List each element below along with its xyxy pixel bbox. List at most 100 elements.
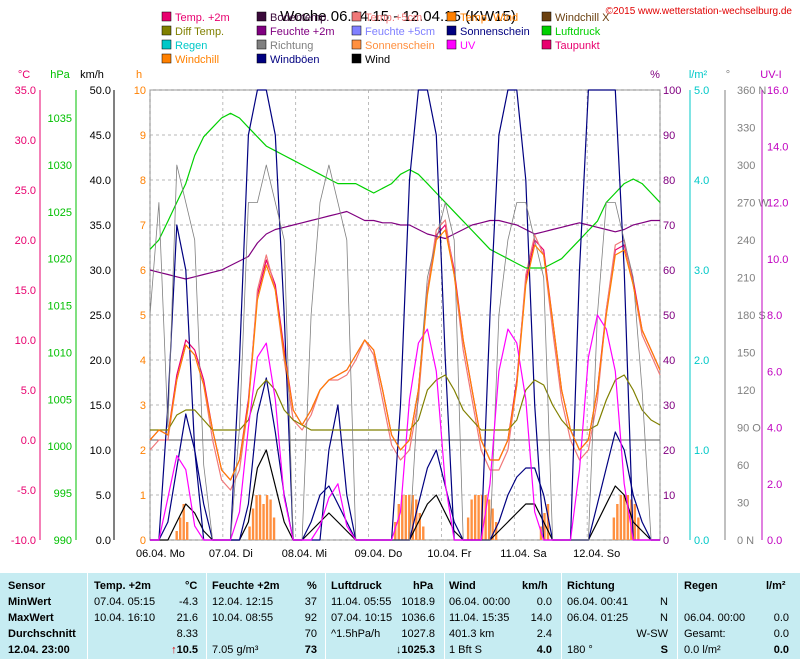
table-cell-wind_time: 401.3 km <box>449 628 495 640</box>
direction-tick-label: 270 W <box>737 198 769 210</box>
wind-tick-label: 40.0 <box>90 175 111 187</box>
table-cell-press_val: ↓1025.3 <box>395 644 435 656</box>
table-cell-hum_time: 10.04. 08:55 <box>212 612 274 624</box>
humidity-tick-label: 0 <box>663 535 669 547</box>
uv-tick-label: 6.0 <box>767 366 782 378</box>
sunshine-bar <box>258 495 262 540</box>
header-wind-unit: km/h <box>522 580 548 592</box>
chart-title: Woche 06.04.15 - 12.04.15 (KW15) <box>280 8 516 25</box>
temp-tick-label: 20.0 <box>15 235 36 247</box>
legend-swatch <box>256 39 267 50</box>
table-cell-hum_val: 37 <box>304 596 317 608</box>
sunshine-bars <box>175 495 640 540</box>
header-press-unit: hPa <box>413 580 434 592</box>
pressure-tick-label: 1005 <box>48 394 72 406</box>
wind-tick-label: 25.0 <box>90 310 111 322</box>
header-temp-unit: °C <box>185 580 198 592</box>
sunshine-bar <box>251 508 255 540</box>
wind-unit-label: km/h <box>80 69 104 81</box>
sunshine-bar <box>543 513 546 540</box>
series-line-3 <box>149 112 661 269</box>
table-cell-dir_val: N <box>660 612 668 624</box>
x-tick-label: 12.04. So <box>573 548 620 560</box>
sunshine-bar <box>484 495 487 540</box>
table-cell-rain_time: 06.04. 00:00 <box>684 612 746 624</box>
series-lines <box>149 89 661 541</box>
legend-label: Luftdruck <box>555 26 601 38</box>
legend-swatch <box>161 11 172 22</box>
legend-label: Windchill X <box>555 12 610 24</box>
sunshine-bar <box>470 499 473 540</box>
direction-tick-label: 120 <box>737 385 755 397</box>
x-tick-label: 11.04. Sa <box>500 548 547 560</box>
sunshine-bar <box>633 504 637 540</box>
legend-label: Richtung <box>270 40 313 52</box>
rain-tick-label: 5.0 <box>694 85 709 97</box>
x-axis-labels: 06.04. Mo 07.04. Di 08.04. Mi 09.04. Do 10.0… <box>136 548 620 560</box>
sunshine-bar <box>272 517 276 540</box>
table-cell-wind_time: 06.04. 00:00 <box>449 596 511 608</box>
table-cell-temp_val: -4.3 <box>179 596 198 608</box>
table-cell-temp_val: 8.33 <box>176 628 198 640</box>
table-cell-label: MaxWert <box>8 612 54 624</box>
table-cell-rain_time: 0.0 l/m² <box>684 644 721 656</box>
table-cell-temp_time: 07.04. 05:15 <box>94 596 156 608</box>
sunshine-bar <box>404 495 407 540</box>
sunshine-bar <box>473 495 477 540</box>
table-cell-label: Durchschnitt <box>8 628 76 640</box>
sunshine-bar <box>630 499 633 540</box>
table-cell-label: 12.04. 23:00 <box>8 644 70 656</box>
temp-tick-label: 10.0 <box>15 335 36 347</box>
sunshine-bar <box>619 495 623 540</box>
temp-tick-label: 5.0 <box>21 385 36 397</box>
x-tick-label: 06.04. Mo <box>136 548 185 560</box>
x-tick-label: 08.04. Mi <box>282 548 327 560</box>
uv-tick-label: 8.0 <box>767 310 782 322</box>
legend-label: Windchill <box>175 54 219 66</box>
wind-tick-label: 50.0 <box>90 85 111 97</box>
table-cell-rain_val: 0.0 <box>773 628 789 640</box>
x-tick-label: 07.04. Di <box>209 548 253 560</box>
rain-tick-label: 4.0 <box>694 175 709 187</box>
axes: 35.030.025.020.015.010.05.00.0-5.0-10.0°… <box>11 69 789 547</box>
legend-swatch <box>446 25 457 36</box>
legend-label: Sonnenschein <box>460 26 530 38</box>
series-line-6 <box>150 89 660 541</box>
sunshine-bar <box>394 522 397 540</box>
table-cell-press_time: ^1.5hPa/h <box>331 628 381 640</box>
temp-tick-label: 15.0 <box>15 285 36 297</box>
direction-tick-label: 150 <box>737 348 755 360</box>
legend-label: Bodentemp. <box>270 12 329 24</box>
table-cell-dir_val: N <box>660 596 668 608</box>
weather-chart: Woche 06.04.15 - 12.04.15 (KW15) ©2015 w… <box>11 6 793 560</box>
sunshine-bar <box>623 495 626 540</box>
humidity-tick-label: 60 <box>663 265 675 277</box>
sunshine-bar <box>418 513 421 540</box>
pressure-tick-label: 1000 <box>48 441 72 453</box>
direction-tick-label: 60 <box>737 460 749 472</box>
table-cell-press_val: 1018.9 <box>401 596 435 608</box>
temp-tick-label: -5.0 <box>17 485 36 497</box>
sunshine-bar <box>248 526 251 540</box>
table-cell-hum_time: 7.05 g/m³ <box>212 644 259 656</box>
direction-tick-label: 360 N <box>737 85 766 97</box>
table-cell-dir_time: 06.04. 00:41 <box>567 596 629 608</box>
humidity-tick-label: 70 <box>663 220 675 232</box>
legend-label: Taupunkt <box>555 40 600 52</box>
humidity-tick-label: 50 <box>663 310 675 322</box>
sun-tick-label: 9 <box>140 130 146 142</box>
table-cell-label: MinWert <box>8 596 52 608</box>
legend-swatch <box>256 11 267 22</box>
pressure-tick-label: 1030 <box>48 160 72 172</box>
direction-tick-label: 90 O <box>737 423 761 435</box>
uv-tick-label: 0.0 <box>767 535 782 547</box>
uv-unit-label: UV-I <box>760 69 781 81</box>
table-cell-hum_val: 70 <box>304 628 317 640</box>
series-line-0 <box>149 224 661 481</box>
series-line-2 <box>149 210 660 280</box>
table-cell-temp_val: ↑10.5 <box>171 644 198 656</box>
temp-tick-label: 35.0 <box>15 85 36 97</box>
sun-tick-label: 8 <box>140 175 146 187</box>
table-cell-rain_time: Gesamt: <box>684 628 726 640</box>
sun-tick-label: 1 <box>140 490 146 502</box>
